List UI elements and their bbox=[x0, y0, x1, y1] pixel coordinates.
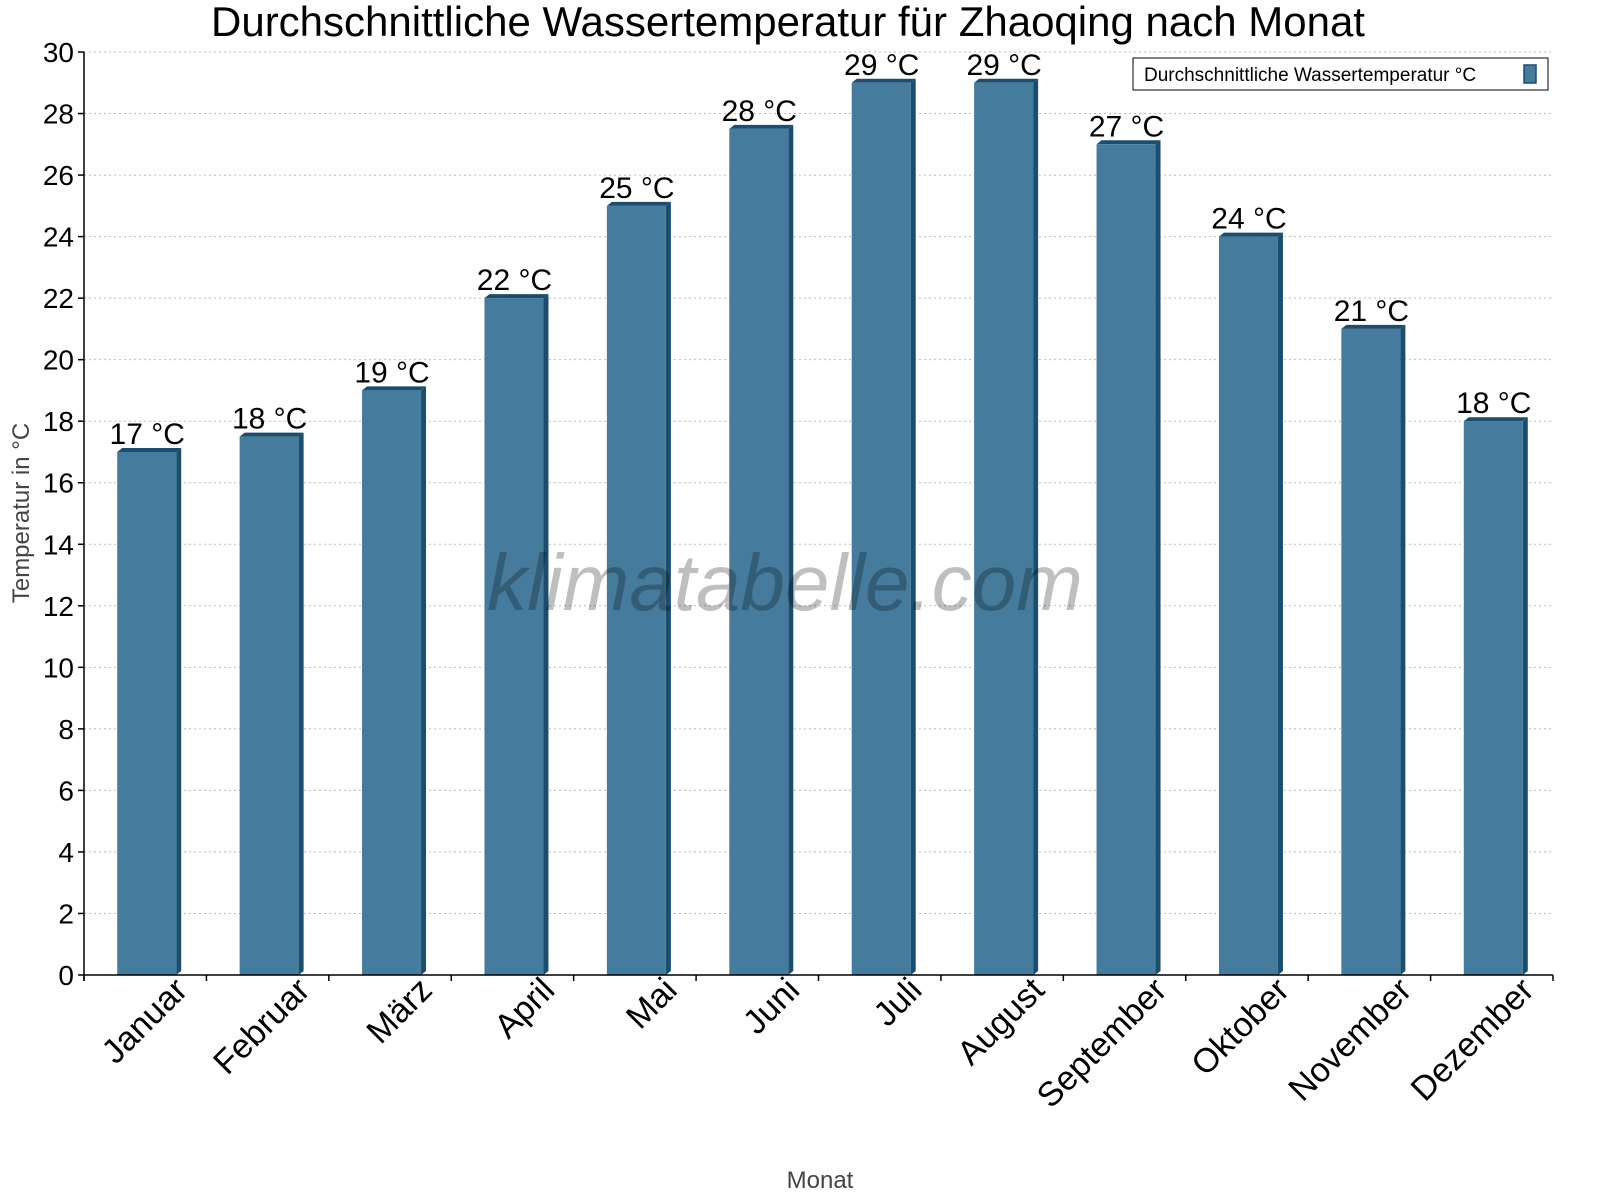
bar-group: 29 °C bbox=[966, 49, 1042, 976]
bar-side bbox=[176, 447, 182, 975]
bar bbox=[362, 390, 422, 975]
y-tick-label: 30 bbox=[43, 37, 74, 68]
bar-top bbox=[1341, 324, 1406, 329]
bar-top bbox=[851, 78, 916, 83]
legend-label: Durchschnittliche Wassertemperatur °C bbox=[1144, 65, 1476, 86]
data-label: 28 °C bbox=[722, 95, 797, 128]
bar-group: 29 °C bbox=[844, 49, 919, 976]
bar bbox=[239, 436, 299, 975]
bar-group: 17 °C bbox=[110, 418, 185, 975]
x-tick-label: Juli bbox=[866, 971, 929, 1034]
x-tick-label: Februar bbox=[206, 971, 317, 1082]
bar-side bbox=[1155, 140, 1161, 976]
bar-side bbox=[1277, 232, 1283, 976]
y-tick-label: 22 bbox=[43, 283, 74, 314]
data-label: 19 °C bbox=[354, 356, 429, 389]
bar bbox=[729, 128, 789, 975]
bar bbox=[117, 451, 177, 975]
y-tick-label: 20 bbox=[43, 345, 74, 376]
bar-top bbox=[239, 432, 304, 437]
bar-top bbox=[974, 78, 1039, 83]
bar-side bbox=[1522, 417, 1528, 975]
data-label: 18 °C bbox=[232, 403, 307, 436]
y-tick-label: 6 bbox=[58, 775, 74, 806]
legend: Durchschnittliche Wassertemperatur °C bbox=[1132, 57, 1549, 91]
bar-group: 24 °C bbox=[1211, 203, 1287, 976]
bar-side bbox=[665, 201, 671, 976]
x-tick-label: April bbox=[487, 971, 562, 1046]
y-tick-label: 2 bbox=[58, 898, 74, 929]
bar bbox=[1096, 144, 1156, 976]
x-tick-label: Dezember bbox=[1404, 971, 1542, 1109]
bar-top bbox=[729, 124, 794, 129]
y-axis-label: Temperatur in °C bbox=[8, 423, 35, 603]
y-tick-label: 28 bbox=[43, 99, 74, 130]
bar bbox=[1463, 421, 1523, 975]
bar-group: 22 °C bbox=[477, 264, 552, 976]
data-label: 18 °C bbox=[1456, 387, 1531, 420]
y-tick-label: 24 bbox=[43, 222, 74, 253]
y-tick-label: 8 bbox=[58, 714, 74, 745]
bar-group: 18 °C bbox=[232, 403, 307, 975]
bar-side bbox=[421, 386, 427, 975]
bar-side bbox=[1033, 78, 1039, 976]
bar bbox=[606, 205, 666, 976]
y-tick-label: 12 bbox=[43, 591, 74, 622]
x-tick-label: November bbox=[1281, 971, 1419, 1109]
bar-top bbox=[606, 201, 671, 206]
x-tick-label: Oktober bbox=[1184, 971, 1296, 1083]
bar-side bbox=[298, 432, 304, 975]
x-tick-label: Juni bbox=[736, 971, 807, 1042]
watermark: klimatabelle.com bbox=[487, 538, 1083, 627]
bar-group: 25 °C bbox=[599, 172, 675, 976]
bar-group: 21 °C bbox=[1334, 295, 1409, 975]
x-tick-label: Januar bbox=[94, 971, 194, 1071]
bar bbox=[1341, 328, 1401, 975]
bar-group: 19 °C bbox=[354, 356, 430, 975]
y-tick-label: 4 bbox=[58, 837, 74, 868]
grid bbox=[84, 51, 1553, 914]
bar-side bbox=[910, 78, 916, 976]
bar-group: 28 °C bbox=[722, 95, 797, 975]
bar bbox=[851, 82, 911, 976]
y-tick-label: 14 bbox=[43, 529, 74, 560]
data-label: 22 °C bbox=[477, 264, 552, 297]
bar bbox=[484, 298, 544, 976]
y-tick-label: 26 bbox=[43, 160, 74, 191]
bar-side bbox=[788, 124, 794, 975]
bar-top bbox=[362, 386, 427, 391]
y-tick-label: 16 bbox=[43, 468, 74, 499]
chart-title: Durchschnittliche Wassertemperatur für Z… bbox=[211, 0, 1365, 45]
data-label: 24 °C bbox=[1211, 203, 1286, 236]
x-tick-label: März bbox=[359, 971, 439, 1051]
data-label: 29 °C bbox=[966, 49, 1041, 82]
bar-side bbox=[1400, 324, 1406, 975]
bar-top bbox=[484, 294, 549, 299]
legend-swatch bbox=[1523, 64, 1537, 84]
x-axis-label: Monat bbox=[787, 1167, 854, 1194]
bar bbox=[974, 82, 1034, 976]
x-tick-label: August bbox=[950, 970, 1052, 1072]
bar-top bbox=[117, 447, 182, 452]
bar bbox=[1218, 236, 1278, 976]
data-label: 27 °C bbox=[1089, 110, 1164, 143]
bars: 17 °C 18 °C 19 °C 22 °C 25 °C 28 °C 29 °C 29 °C… bbox=[110, 49, 1531, 976]
x-tick-label: September bbox=[1030, 971, 1174, 1115]
bar-top bbox=[1463, 417, 1528, 422]
data-label: 29 °C bbox=[844, 49, 919, 82]
y-tick-label: 0 bbox=[58, 960, 74, 991]
bar-top bbox=[1096, 140, 1161, 145]
data-label: 17 °C bbox=[110, 418, 185, 451]
bar-top bbox=[1218, 232, 1283, 237]
y-tick-label: 18 bbox=[43, 406, 74, 437]
legend-box bbox=[1132, 57, 1549, 91]
bar-group: 27 °C bbox=[1089, 110, 1164, 976]
data-label: 21 °C bbox=[1334, 295, 1409, 328]
data-label: 25 °C bbox=[599, 172, 674, 205]
bar-group: 18 °C bbox=[1456, 387, 1531, 975]
x-tick-label: Mai bbox=[619, 971, 685, 1037]
y-tick-label: 10 bbox=[43, 652, 74, 683]
bar-side bbox=[543, 294, 549, 976]
